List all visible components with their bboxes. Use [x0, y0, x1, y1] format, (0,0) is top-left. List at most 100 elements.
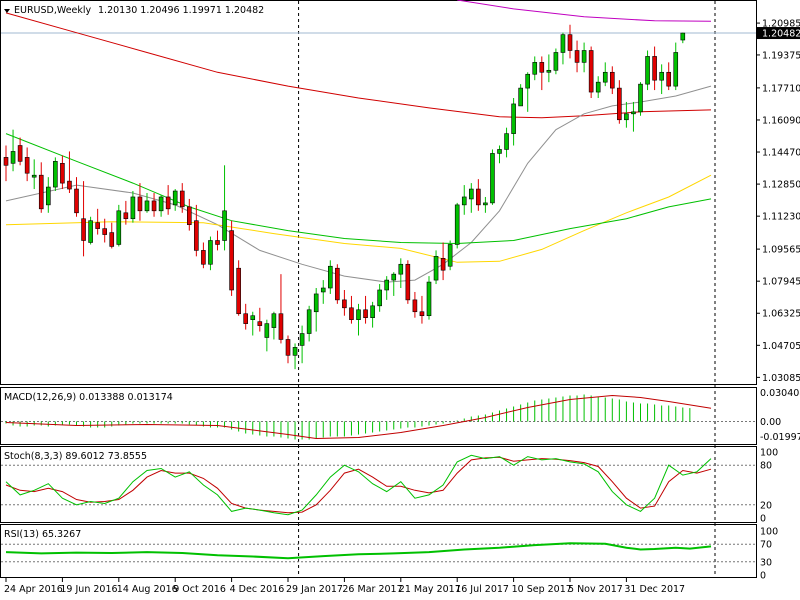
candle-body	[645, 56, 650, 85]
stoch-axis-label: 100	[760, 448, 778, 459]
candle-body	[631, 111, 636, 115]
date-axis-label: 14 Aug 2016	[117, 584, 178, 595]
stoch-main-line	[5, 454, 712, 516]
candle-body	[38, 174, 44, 210]
price-axis-label: 1.11230	[762, 212, 800, 223]
macd-signal-line	[5, 394, 712, 440]
candle-body	[10, 151, 16, 164]
candle-body	[384, 279, 390, 291]
macd-axis-label: 0.030408	[760, 388, 800, 399]
moving-average-line-4	[5, 133, 712, 245]
candle-body	[553, 52, 559, 71]
candle-body	[342, 299, 347, 309]
rsi-label: RSI(13) 65.3267	[4, 529, 81, 540]
candle-body	[137, 196, 143, 212]
candle-body	[285, 339, 291, 356]
candle-body	[264, 323, 270, 338]
candle-body	[617, 87, 622, 121]
price-axis-label: 1.19375	[762, 50, 800, 61]
candle-body	[222, 210, 227, 241]
candle-body	[74, 188, 79, 214]
candle-body	[165, 196, 171, 210]
candle-body	[201, 250, 206, 265]
candle-body	[412, 299, 418, 313]
date-axis-label: 24 Apr 2016	[4, 584, 63, 595]
macd-label: MACD(12,26,9) 0.013388 0.013174	[4, 392, 173, 403]
candle-body	[560, 34, 566, 53]
candle-body	[60, 163, 65, 184]
stoch-layer	[1, 454, 756, 516]
candle-body	[666, 71, 672, 87]
date-axis-label: 21 May 2017	[399, 584, 461, 595]
candle-body	[144, 200, 150, 212]
stoch-label: Stoch(8,3,3) 89.6012 73.8555	[4, 451, 147, 462]
price-axis-label: 1.20985	[762, 19, 800, 30]
candle-body	[483, 202, 488, 206]
candle-body	[539, 62, 545, 73]
candle-body	[567, 34, 573, 51]
candle-body	[306, 309, 312, 334]
candle-body	[81, 218, 86, 241]
candle-body	[588, 50, 594, 93]
price-axis-label: 1.04705	[762, 341, 800, 352]
macd-pane-frame	[0, 387, 757, 445]
candle-body	[468, 188, 474, 200]
candle-body	[377, 289, 382, 307]
moving-average-line-3	[5, 174, 712, 263]
candle-body	[31, 174, 37, 178]
candle-body	[123, 212, 129, 220]
chevron-down-icon[interactable]	[4, 9, 10, 13]
candle-body	[17, 145, 23, 162]
candle-body	[194, 220, 199, 251]
price-axis-label: 1.03085	[762, 373, 800, 384]
candle-body	[243, 313, 248, 324]
candle-body	[102, 228, 107, 235]
date-axis-label: 29 Jan 2017	[286, 584, 343, 595]
price-axis-label: 1.07945	[762, 277, 800, 288]
date-axis-label: 16 Jul 2017	[455, 584, 509, 595]
price-axis-label: 1.17710	[762, 83, 800, 94]
candle-body	[638, 83, 643, 113]
candle-body	[546, 69, 552, 73]
current-price-label: 1.20482	[762, 29, 800, 40]
price-axis-label: 1.14470	[762, 148, 800, 159]
candle-body	[356, 309, 361, 320]
candle-body	[363, 309, 368, 318]
candle-body	[624, 113, 629, 121]
current-price-tag	[757, 27, 800, 40]
candle-body	[172, 190, 178, 206]
date-axis-label: 9 Oct 2016	[173, 584, 226, 595]
stoch-signal-line	[5, 456, 712, 514]
candle-body	[518, 87, 523, 107]
candle-body	[497, 149, 502, 154]
stoch-axis-label: 0	[760, 514, 766, 525]
candle-body	[405, 263, 411, 301]
main-pane-frame	[0, 0, 757, 385]
price-axis-label: 1.12850	[762, 180, 800, 191]
candle-body	[349, 307, 354, 320]
candle-body	[335, 267, 340, 301]
candle-body	[95, 222, 100, 229]
candle-body	[88, 220, 93, 243]
candle-body	[511, 103, 516, 134]
moving-average-line-0	[457, 0, 712, 22]
candle-body	[250, 315, 256, 320]
candle-body	[490, 153, 495, 204]
candle-body	[292, 347, 298, 356]
candle-body	[398, 263, 404, 275]
candle-body	[433, 256, 439, 281]
candle-body	[680, 32, 686, 41]
axis-layer: 1.20985 1.19375 1.17710 1.16090 1.14470 1.128…	[4, 19, 800, 595]
candle-body	[673, 52, 679, 87]
candle-body	[130, 196, 136, 220]
stoch-axis-label: 80	[760, 461, 772, 472]
candles-layer	[3, 24, 686, 370]
date-axis-label: 26 Mar 2017	[342, 584, 402, 595]
candle-body	[109, 232, 115, 247]
candle-body	[187, 206, 192, 225]
candle-body	[574, 50, 580, 63]
candle-body	[440, 258, 446, 271]
price-axis-label: 1.06325	[762, 309, 800, 320]
candle-body	[602, 71, 608, 83]
